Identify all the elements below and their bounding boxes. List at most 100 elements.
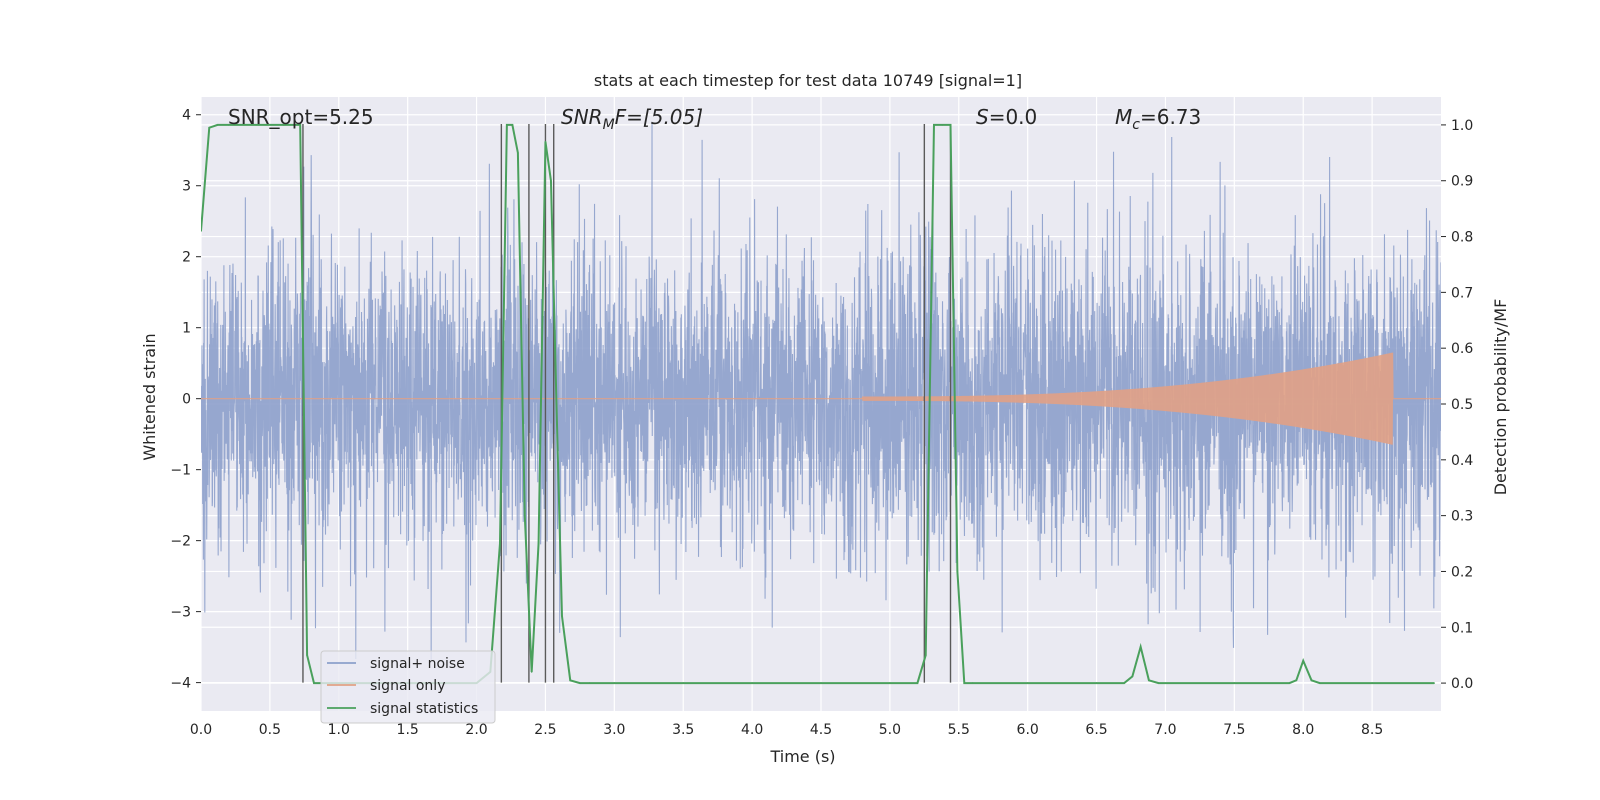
annotation-mc-rest: =6.73: [1140, 105, 1201, 129]
signal-statistics-point: [949, 124, 952, 126]
annotation-snr-mf: SNRMF=[5.05]: [561, 105, 703, 133]
x-tick-label-17: 8.5: [1361, 722, 1383, 738]
signal-statistics-point: [820, 682, 822, 684]
signal-statistics-point: [941, 124, 944, 126]
x-tick-label-12: 6.0: [1017, 722, 1039, 738]
x-tick-label-15: 7.5: [1223, 722, 1245, 738]
signal-statistics-point: [956, 570, 959, 573]
annotation-mc-main: M: [1115, 105, 1132, 129]
signal-statistics-point: [216, 124, 219, 126]
x-tick-label-9: 4.5: [810, 722, 832, 738]
signal-statistics-point: [208, 126, 211, 129]
x-tick-label-13: 6.5: [1085, 722, 1107, 738]
signal-statistics-point: [544, 140, 547, 143]
signal-statistics-point: [537, 542, 540, 545]
signal-statistics-point: [924, 654, 927, 656]
x-tick-label-14: 7.0: [1154, 722, 1176, 738]
signal-statistics-point: [569, 679, 572, 682]
signal-statistics-point: [227, 124, 230, 126]
annotation-s-rest: =0.0: [989, 105, 1038, 129]
right-tick-label-2: 0.8: [1451, 230, 1473, 246]
annotation-snr-mf-rest: F=[5.05]: [615, 105, 703, 129]
legend-box: [320, 650, 496, 724]
x-axis-label: Time (s): [769, 747, 835, 766]
signal-statistics-point: [1139, 646, 1142, 648]
signal-statistics-point: [499, 542, 501, 545]
x-tick-label-3: 1.5: [397, 722, 419, 738]
left-tick-label-1: 3: [182, 179, 191, 195]
signal-statistics-point: [313, 682, 315, 684]
x-tick-label-5: 2.5: [534, 722, 556, 738]
signal-statistics-point: [511, 124, 514, 126]
signal-statistics-point: [555, 403, 558, 405]
legend-label-signal-only: signal only: [370, 678, 445, 694]
right-tick-label-0: 1.0: [1451, 118, 1473, 134]
right-tick-label-4: 0.6: [1451, 341, 1473, 357]
annotation-mc-sub: c: [1132, 117, 1140, 133]
right-tick-label-7: 0.3: [1451, 509, 1473, 525]
x-tick-label-1: 0.5: [259, 722, 281, 738]
legend: signal+ noise signal only signal statist…: [320, 650, 496, 724]
signal-statistics-point: [1157, 682, 1160, 684]
signal-statistics-point: [517, 152, 519, 154]
right-tick-label-3: 0.7: [1451, 285, 1473, 301]
signal-statistics-point: [1433, 682, 1435, 684]
signal-statistics-point: [971, 682, 974, 684]
signal-statistics-point: [306, 654, 308, 656]
x-tick-label-7: 3.5: [672, 722, 694, 738]
signal-statistics-point: [1310, 679, 1313, 682]
signal-statistics-point: [579, 682, 581, 684]
left-tick-label-8: −4: [170, 676, 191, 692]
signal-statistics-point: [561, 615, 563, 617]
x-tick-label-10: 5.0: [879, 722, 901, 738]
x-tick-label-16: 8.0: [1292, 722, 1314, 738]
left-tick-labels: 4 3 2 1 0 −1 −2 −3 −4: [170, 108, 201, 692]
signal-statistics-point: [963, 682, 966, 684]
signal-statistics-point: [751, 682, 753, 684]
left-tick-label-0: 4: [182, 108, 191, 124]
left-tick-label-4: 0: [182, 392, 191, 408]
left-tick-label-3: 1: [182, 321, 191, 337]
signal-statistics-point: [1233, 682, 1236, 684]
x-tick-label-8: 4.0: [741, 722, 763, 738]
signal-statistics-point: [1148, 679, 1150, 682]
signal-statistics-point: [299, 124, 302, 126]
series-signal-noise-line: [201, 121, 1441, 660]
annotation-mc: Mc=6.73: [1115, 105, 1201, 133]
signal-statistics-point: [550, 179, 552, 182]
right-tick-label-5: 0.5: [1451, 397, 1473, 413]
right-tick-labels: 1.0 0.9 0.8 0.7 0.6 0.5 0.4 0.3 0.2 0.1 0.0: [1441, 118, 1473, 692]
signal-statistics-point: [201, 230, 202, 232]
right-axis-label: Detection probability/MF: [1491, 299, 1510, 496]
series-signal-only-line: [201, 352, 1441, 445]
signal-statistics-point: [916, 682, 919, 684]
left-tick-label-2: 2: [182, 250, 191, 266]
signal-statistics-point: [1095, 682, 1098, 684]
x-tick-label-6: 3.0: [603, 722, 625, 738]
left-tick-label-5: −1: [170, 463, 191, 479]
signal-statistics-point: [1302, 659, 1305, 662]
annotation-snr-opt: SNR_opt=5.25: [228, 105, 374, 129]
signal-statistics-point: [588, 682, 591, 684]
x-tick-label-4: 2.0: [465, 722, 487, 738]
signal-statistics-point: [1295, 679, 1298, 682]
right-tick-label-8: 0.2: [1451, 564, 1473, 580]
annotation-snr-mf-main: SNR: [561, 105, 603, 129]
x-tick-labels: 0.0 0.5 1.0 1.5 2.0 2.5 3.0 3.5 4.0 4.5 5.0 5.5 6.0 6…: [190, 722, 1383, 738]
left-tick-label-7: −3: [170, 605, 191, 621]
legend-label-signal-noise: signal+ noise: [370, 656, 465, 672]
signal-statistics-point: [933, 124, 935, 126]
right-tick-label-9: 0.1: [1451, 620, 1473, 636]
signal-statistics-point: [1318, 682, 1321, 684]
signal-statistics-point: [1371, 682, 1373, 684]
signal-statistics-point: [282, 124, 285, 126]
right-tick-label-1: 0.9: [1451, 174, 1473, 190]
signal-statistics-point: [682, 682, 685, 684]
legend-label-signal-statistics: signal statistics: [370, 701, 478, 717]
signal-statistics-point: [530, 671, 533, 673]
signal-statistics-point: [506, 124, 508, 126]
x-tick-label-2: 1.0: [328, 722, 350, 738]
annotation-s: S=0.0: [976, 105, 1037, 129]
signal-statistics-point: [1123, 682, 1125, 684]
annotation-snr-mf-sub: M: [603, 117, 615, 133]
